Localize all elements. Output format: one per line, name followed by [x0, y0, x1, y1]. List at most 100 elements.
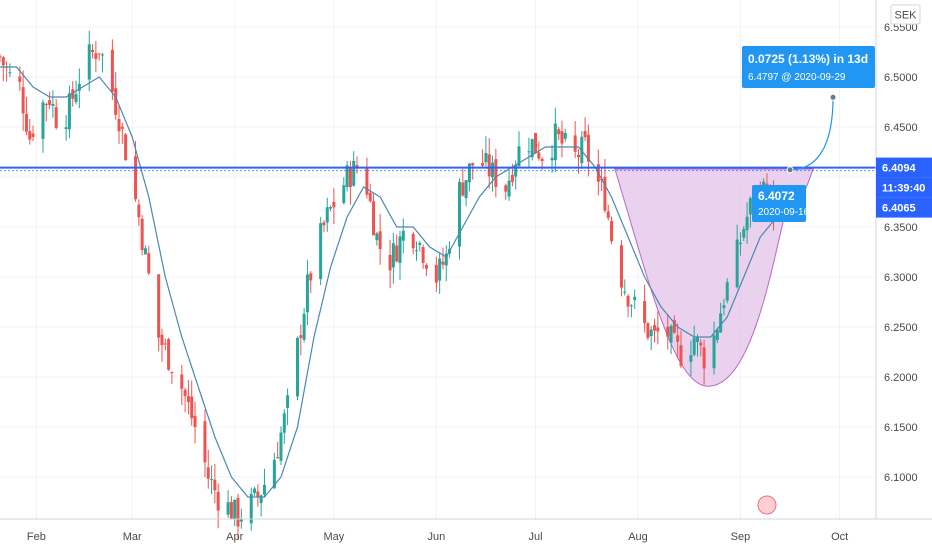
candle-body [190, 396, 194, 419]
candle-body [249, 493, 253, 524]
countdown-badge-text: 11:39:40 [882, 183, 925, 195]
candle-body [0, 56, 2, 58]
candle-body [534, 133, 538, 154]
candle-body [352, 160, 356, 186]
price-line [0, 166, 876, 172]
candle-body [262, 484, 266, 495]
candle-body [319, 223, 323, 280]
y-tick-label: 6.2500 [884, 322, 918, 334]
candle-body [441, 261, 445, 265]
candle-body [143, 248, 147, 255]
candle-body [722, 305, 726, 309]
candle-body [216, 491, 220, 511]
moving-average [0, 66, 794, 498]
candle-body [507, 180, 511, 197]
candle-body [560, 131, 564, 144]
candle-body [583, 131, 587, 138]
y-tick-label: 6.1500 [884, 422, 918, 434]
x-tick-label: Apr [226, 531, 243, 543]
candle-body [365, 167, 369, 195]
candle-body [487, 154, 491, 177]
candle-body [623, 291, 627, 293]
candle-body [233, 499, 237, 520]
candle-body [256, 491, 260, 498]
candle-body [491, 162, 495, 178]
start-point-callout-line2: 2020-09-16 [758, 207, 810, 218]
candle-body [391, 243, 395, 268]
candle-body [67, 93, 71, 130]
candle-body [48, 100, 52, 105]
currency-label: SEK [894, 10, 917, 22]
candle-body [160, 334, 164, 346]
candle-body [54, 107, 58, 128]
candle-body [372, 201, 376, 236]
projection [786, 93, 837, 174]
candle-body [345, 165, 349, 188]
y-tick-label: 6.5000 [884, 72, 918, 84]
candle-body [378, 231, 382, 250]
candle-body [276, 457, 280, 459]
candle-body [537, 152, 541, 159]
bid-badge-text: 6.4065 [882, 203, 916, 215]
candle-body [302, 313, 306, 340]
candle-body [610, 220, 614, 242]
y-tick-label: 6.3000 [884, 272, 918, 284]
candle-body [656, 327, 660, 332]
candle-body [444, 253, 448, 266]
candle-body [715, 329, 719, 340]
candle-body [28, 131, 32, 140]
candle-body [576, 154, 580, 158]
ma-line [0, 66, 794, 498]
projection-start-point [786, 166, 794, 174]
candle-body [186, 396, 190, 403]
candle-body [418, 242, 422, 245]
last-price-badge-text: 6.4094 [882, 163, 917, 175]
y-tick-label: 6.3500 [884, 222, 918, 234]
y-tick-label: 6.4500 [884, 122, 918, 134]
candle-body [504, 185, 508, 192]
candle-body [51, 103, 55, 107]
candle-body [325, 207, 329, 223]
projection-callout-line1: 0.0725 (1.13%) in 13d [748, 52, 868, 66]
candle-body [689, 355, 693, 362]
candle-body [253, 488, 257, 493]
candle-body [629, 305, 633, 307]
candle-body [210, 479, 214, 481]
candle-body [692, 337, 696, 355]
candle-body [557, 129, 561, 135]
candle-body [550, 157, 554, 161]
x-tick-label: Jul [528, 531, 542, 543]
x-tick-label: Oct [831, 531, 848, 543]
x-tick-label: May [323, 531, 344, 543]
projection-end-point [829, 93, 837, 101]
candle-body [163, 343, 167, 345]
candle-body [41, 102, 45, 139]
candle-body [229, 501, 233, 520]
candle-body [699, 342, 703, 346]
candle-body [8, 72, 12, 74]
candle-body [348, 167, 352, 188]
candle-body [738, 242, 742, 245]
candle-body [626, 295, 630, 307]
projection-callout-line2: 6.4797 @ 2020-09-29 [748, 72, 846, 83]
price-badges: 6.4094 11:39:40 6.4065 [876, 157, 932, 218]
bid-badge-box [876, 197, 932, 218]
candle-body [332, 201, 336, 208]
candle-body [421, 247, 425, 263]
candle-body [239, 519, 243, 522]
candle-body [272, 459, 276, 489]
candle-body [375, 233, 379, 241]
candle-body [286, 395, 290, 408]
projection-curve [790, 97, 834, 171]
candle-body [606, 211, 610, 218]
candle-body [87, 44, 91, 80]
x-tick-label: Aug [628, 531, 648, 543]
candle-body [619, 245, 623, 288]
candle-body [434, 264, 438, 283]
candle-body [342, 185, 346, 203]
candle-body [676, 335, 680, 342]
candle-body [74, 94, 78, 102]
candle-body [527, 151, 531, 153]
